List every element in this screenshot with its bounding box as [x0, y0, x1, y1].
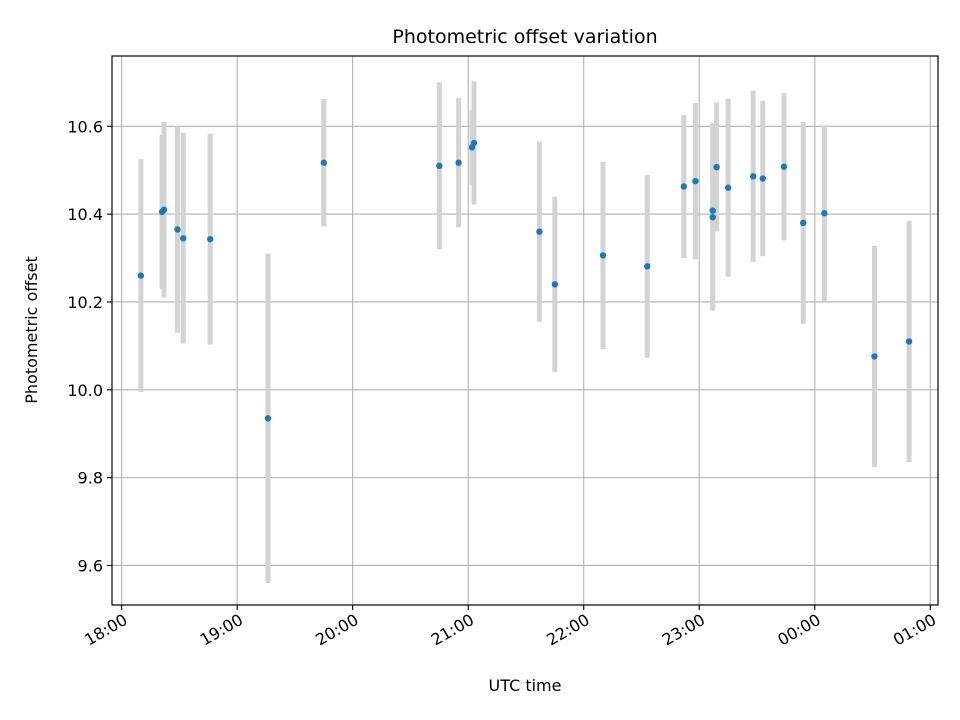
y-tick-label: 9.8 — [78, 469, 103, 488]
grid-lines — [112, 56, 938, 605]
data-point — [599, 252, 607, 259]
y-tick-label: 10.2 — [67, 293, 103, 312]
x-axis-label: UTC time — [489, 676, 562, 695]
data-point — [821, 210, 828, 217]
data-point — [780, 163, 788, 170]
data-point — [264, 415, 272, 422]
y-axis-label: Photometric offset — [22, 256, 41, 404]
y-axis-ticks: 9.6 9.8 10.0 10.2 10.4 10.6 — [67, 117, 112, 575]
data-point — [436, 162, 443, 169]
data-point — [709, 207, 716, 214]
y-tick-label: 9.6 — [78, 556, 103, 575]
data-point — [470, 139, 478, 147]
data-point — [800, 219, 807, 227]
data-point — [724, 184, 732, 191]
data-point — [759, 175, 766, 182]
data-point — [180, 235, 187, 242]
data-point — [320, 159, 327, 166]
data-point — [536, 228, 543, 235]
data-point — [551, 281, 559, 288]
data-point — [709, 213, 716, 221]
data-point — [749, 173, 757, 180]
plot-frame — [111, 55, 939, 606]
y-tick-label: 10.4 — [67, 205, 103, 224]
data-point — [692, 177, 699, 185]
data-point — [644, 263, 651, 270]
data-point — [160, 206, 168, 213]
data-point — [905, 338, 913, 345]
data-point — [206, 235, 214, 243]
y-tick-label: 10.0 — [67, 381, 103, 400]
data-point — [137, 272, 145, 279]
data-point — [871, 353, 878, 360]
data-point — [713, 163, 720, 171]
y-tick-label: 10.6 — [67, 117, 103, 136]
data-point — [680, 183, 688, 190]
data-points — [137, 139, 913, 422]
data-point — [174, 226, 181, 233]
chart-title: Photometric offset variation — [392, 26, 657, 48]
data-point — [455, 159, 462, 166]
